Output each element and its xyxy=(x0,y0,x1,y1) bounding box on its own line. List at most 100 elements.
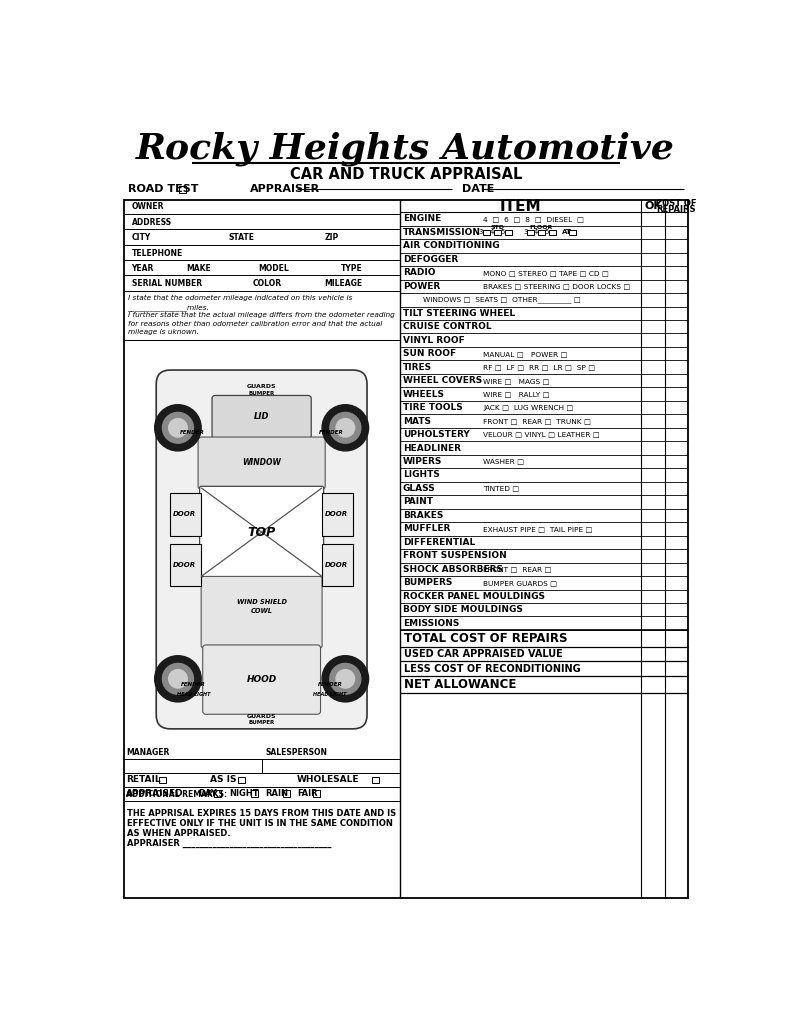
Text: 3: 3 xyxy=(479,228,483,234)
Text: MATS: MATS xyxy=(403,417,430,426)
Text: BODY SIDE MOULDINGS: BODY SIDE MOULDINGS xyxy=(403,605,523,614)
Text: 5: 5 xyxy=(545,228,549,234)
Text: RAIN: RAIN xyxy=(266,790,289,798)
Circle shape xyxy=(155,404,201,451)
Text: APPRAISER: APPRAISER xyxy=(250,184,320,195)
FancyBboxPatch shape xyxy=(212,395,311,438)
Text: CRUISE CONTROL: CRUISE CONTROL xyxy=(403,323,491,331)
Text: MANUAL □   POWER □: MANUAL □ POWER □ xyxy=(483,350,568,356)
Bar xyxy=(214,791,221,797)
Text: YEAR: YEAR xyxy=(131,264,154,273)
Text: BUMPER GUARDS □: BUMPER GUARDS □ xyxy=(483,580,558,586)
Text: BRAKES: BRAKES xyxy=(403,511,443,520)
Text: VINYL ROOF: VINYL ROOF xyxy=(403,336,464,345)
Text: DOOR: DOOR xyxy=(173,511,196,517)
Bar xyxy=(282,791,290,797)
Text: CITY: CITY xyxy=(131,233,151,243)
Text: HEADLINER: HEADLINER xyxy=(403,443,460,453)
Text: WIND SHIELD: WIND SHIELD xyxy=(237,599,286,605)
Text: 4: 4 xyxy=(534,228,539,234)
Text: FENDER: FENDER xyxy=(317,682,343,687)
Text: Rocky Heights Automotive: Rocky Heights Automotive xyxy=(136,132,676,166)
Circle shape xyxy=(330,664,361,694)
Text: ENGINE: ENGINE xyxy=(403,214,441,223)
Text: RADIO: RADIO xyxy=(403,268,435,278)
Text: WIPERS: WIPERS xyxy=(403,457,442,466)
Text: MUFFLER: MUFFLER xyxy=(403,524,450,534)
Text: HOOD: HOOD xyxy=(247,675,277,684)
Text: FENDER: FENDER xyxy=(319,430,344,435)
Bar xyxy=(539,229,545,236)
Circle shape xyxy=(322,655,369,701)
Text: WINDOWS □  SEATS □  OTHER_________ □: WINDOWS □ SEATS □ OTHER_________ □ xyxy=(423,296,581,303)
Bar xyxy=(251,791,258,797)
Text: VELOUR □ VINYL □ LEATHER □: VELOUR □ VINYL □ LEATHER □ xyxy=(483,431,600,437)
Text: ITEM: ITEM xyxy=(500,199,541,214)
Text: HEAD LIGHT: HEAD LIGHT xyxy=(313,692,346,696)
Bar xyxy=(170,494,201,536)
Text: CAR AND TRUCK APPRAISAL: CAR AND TRUCK APPRAISAL xyxy=(290,167,522,182)
FancyBboxPatch shape xyxy=(198,437,325,489)
Text: OK: OK xyxy=(644,201,662,211)
Bar xyxy=(549,229,556,236)
Text: DEFOGGER: DEFOGGER xyxy=(403,255,458,264)
Text: LIGHTS: LIGHTS xyxy=(403,470,440,479)
Text: TOTAL COST OF REPAIRS: TOTAL COST OF REPAIRS xyxy=(404,632,568,645)
Bar xyxy=(505,229,512,236)
Text: HEAD LIGHT: HEAD LIGHT xyxy=(176,692,210,696)
Bar xyxy=(123,200,688,897)
Bar xyxy=(322,494,353,536)
Text: STATE: STATE xyxy=(228,233,254,243)
Text: GLASS: GLASS xyxy=(403,484,435,493)
Text: THE APPRISAL EXPIRES 15 DAYS FROM THIS DATE AND IS: THE APPRISAL EXPIRES 15 DAYS FROM THIS D… xyxy=(127,809,396,818)
Text: DOOR: DOOR xyxy=(173,562,196,568)
Text: COST OF: COST OF xyxy=(656,200,697,208)
Text: POWER: POWER xyxy=(403,282,440,291)
Text: COWL: COWL xyxy=(251,608,273,614)
Circle shape xyxy=(336,670,354,688)
Text: DOOR: DOOR xyxy=(325,562,348,568)
Bar xyxy=(494,229,501,236)
Text: 5: 5 xyxy=(501,228,505,234)
Text: FENDER: FENDER xyxy=(181,682,206,687)
Text: OWNER: OWNER xyxy=(131,203,164,211)
Bar xyxy=(570,229,577,236)
Text: TIRES: TIRES xyxy=(403,362,432,372)
Text: 3: 3 xyxy=(523,228,528,234)
Text: UPHOLSTERY: UPHOLSTERY xyxy=(403,430,469,439)
Text: DOOR: DOOR xyxy=(325,511,348,517)
Bar xyxy=(179,185,186,193)
Text: GUARDS: GUARDS xyxy=(247,714,276,719)
Text: FLOOR: FLOOR xyxy=(530,225,553,230)
Text: WIRE □   MAGS □: WIRE □ MAGS □ xyxy=(483,378,550,384)
Text: WHOLESALE: WHOLESALE xyxy=(297,775,359,784)
Text: JACK □  LUG WRENCH □: JACK □ LUG WRENCH □ xyxy=(483,404,573,411)
Text: BUMPER: BUMPER xyxy=(248,720,274,725)
Text: FRONT □  REAR □  TRUNK □: FRONT □ REAR □ TRUNK □ xyxy=(483,418,592,424)
Text: mileage is uknown.: mileage is uknown. xyxy=(127,330,199,335)
Text: LID: LID xyxy=(254,412,270,421)
Circle shape xyxy=(155,655,201,701)
Text: FRONT □  REAR □: FRONT □ REAR □ xyxy=(483,566,552,572)
Text: TELEPHONE: TELEPHONE xyxy=(131,249,183,258)
Text: DATE: DATE xyxy=(462,184,494,195)
Text: BRAKES □ STEERING □ DOOR LOCKS □: BRAKES □ STEERING □ DOOR LOCKS □ xyxy=(483,284,630,290)
Text: SUN ROOF: SUN ROOF xyxy=(403,349,456,358)
Text: SERIAL NUMBER: SERIAL NUMBER xyxy=(131,280,202,289)
Text: MANAGER: MANAGER xyxy=(126,748,169,757)
FancyBboxPatch shape xyxy=(202,645,320,715)
Text: TILT STEERING WHEEL: TILT STEERING WHEEL xyxy=(403,309,515,317)
Text: ________________miles.: ________________miles. xyxy=(127,304,210,310)
Circle shape xyxy=(336,419,354,437)
Text: PAINT: PAINT xyxy=(403,498,433,507)
Text: EFFECTIVE ONLY IF THE UNIT IS IN THE SAME CONDITION: EFFECTIVE ONLY IF THE UNIT IS IN THE SAM… xyxy=(127,819,392,828)
Text: LESS COST OF RECONDITIONING: LESS COST OF RECONDITIONING xyxy=(404,664,581,674)
Circle shape xyxy=(168,419,187,437)
Text: SHOCK ABSORBERS: SHOCK ABSORBERS xyxy=(403,565,502,573)
Bar xyxy=(483,229,490,236)
Circle shape xyxy=(330,413,361,443)
Text: ROAD TEST: ROAD TEST xyxy=(128,184,199,195)
Text: DAY: DAY xyxy=(198,790,217,798)
Text: TINTED □: TINTED □ xyxy=(483,485,520,492)
Text: AIR CONDITIONING: AIR CONDITIONING xyxy=(403,242,499,251)
